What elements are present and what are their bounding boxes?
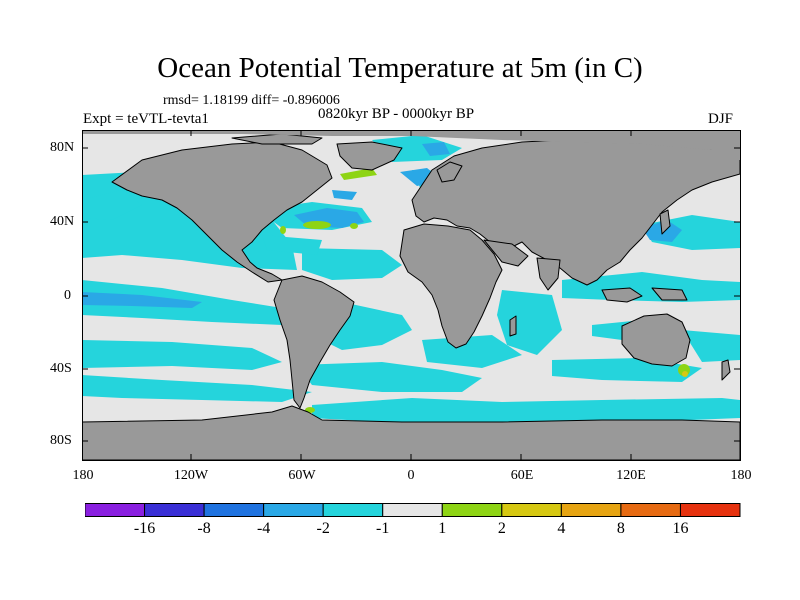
colorbar-label: -16 [133, 520, 156, 537]
new-zealand [721, 359, 731, 381]
colorbar-box [203, 503, 265, 517]
colorbar-label: 8 [616, 520, 625, 537]
colorbar-label: -1 [376, 520, 390, 537]
australia [621, 313, 691, 367]
colorbar-box [441, 503, 503, 517]
new-guinea [651, 287, 688, 301]
experiment-label: Expt = teVTL-tevta1 [83, 111, 209, 127]
colorbar-label: -2 [316, 520, 330, 537]
africa [399, 223, 503, 349]
colorbar [85, 503, 741, 517]
antarctica [82, 405, 740, 460]
x-tick-label: 60W [288, 468, 316, 483]
land-masses [82, 133, 740, 460]
season-label: DJF [708, 111, 734, 127]
axis-ticks [82, 130, 740, 460]
chart-title: Ocean Potential Temperature at 5m (in C) [157, 52, 643, 84]
japan [659, 209, 671, 235]
y-tick-label: 40S [50, 361, 72, 376]
colorbar-box [501, 503, 562, 517]
south-america [273, 275, 355, 409]
colorbar-box [322, 503, 384, 517]
colorbar-box [560, 503, 622, 517]
x-tick-label: 0 [407, 468, 415, 483]
y-tick-label: 80N [50, 140, 75, 155]
indonesia [601, 287, 643, 303]
arabia [483, 239, 529, 267]
greenland [336, 141, 403, 171]
colorbar-box [679, 503, 741, 517]
scandinavia [436, 161, 463, 183]
y-tick-label: 0 [64, 288, 71, 303]
colorbar-label: -4 [256, 520, 271, 537]
x-tick-label: 120E [616, 468, 646, 483]
x-tick-label: 180 [730, 468, 752, 483]
x-tick-label: 180 [72, 468, 94, 483]
stats-label: rmsd= 1.18199 diff= -0.896006 [163, 93, 340, 108]
colorbar-box [263, 503, 324, 517]
map-plot [82, 130, 741, 461]
y-tick-label: 40N [50, 214, 75, 229]
colorbar-box [620, 503, 681, 517]
colorbar-box [85, 503, 146, 517]
colorbar-box [382, 503, 443, 517]
x-tick-label: 120W [173, 468, 209, 483]
period-label: 0820kyr BP - 0000kyr BP [318, 106, 475, 122]
madagascar [509, 315, 517, 337]
colorbar-label: 16 [672, 520, 689, 537]
colorbar-label: 4 [557, 520, 566, 537]
anomaly-plus-2-regions [682, 371, 688, 377]
colorbar-label: 2 [497, 520, 506, 537]
colorbar-label: -8 [197, 520, 211, 537]
india [536, 257, 561, 291]
anomaly-plus-1-regions [280, 168, 690, 413]
north-america [111, 141, 333, 283]
colorbar-label: 1 [438, 520, 447, 537]
colorbar-box [144, 503, 205, 517]
arctic-mask [82, 130, 740, 160]
y-tick-label: 80S [50, 433, 72, 448]
x-tick-label: 60E [510, 468, 534, 483]
